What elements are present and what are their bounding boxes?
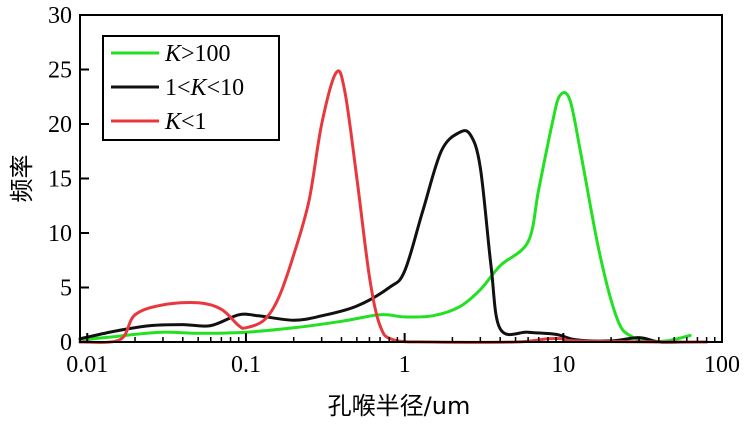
y-tick-label: 15 [48,167,72,193]
y-tick-label: 0 [60,330,72,356]
axes: 0 5 10 15 20 25 30 0.01 0.1 1 10 100 孔喉半径/um 频率 [8,3,740,420]
y-tick-label: 30 [48,3,72,29]
y-tick-label: 10 [48,221,72,247]
series-line-0 [78,91,692,343]
y-tick-label: 5 [60,276,72,302]
x-axis-title: 孔喉半径/um [328,392,471,420]
y-axis-title: 频率 [8,155,36,203]
series-line-1 [78,129,683,344]
x-tick-label: 0.1 [231,352,261,378]
legend: K>100 1<K<10 K<1 [102,35,280,141]
x-tick-label: 100 [704,352,740,378]
legend-label-2: K<1 [164,109,207,135]
legend-label-1: 1<K<10 [165,75,244,101]
y-tick-label: 25 [48,58,72,84]
x-tick-label: 0.01 [66,352,108,378]
legend-label-0: K>100 [164,41,231,67]
x-tick-label: 1 [399,352,411,378]
y-tick-label: 20 [48,112,72,138]
x-tick-label: 10 [551,352,575,378]
